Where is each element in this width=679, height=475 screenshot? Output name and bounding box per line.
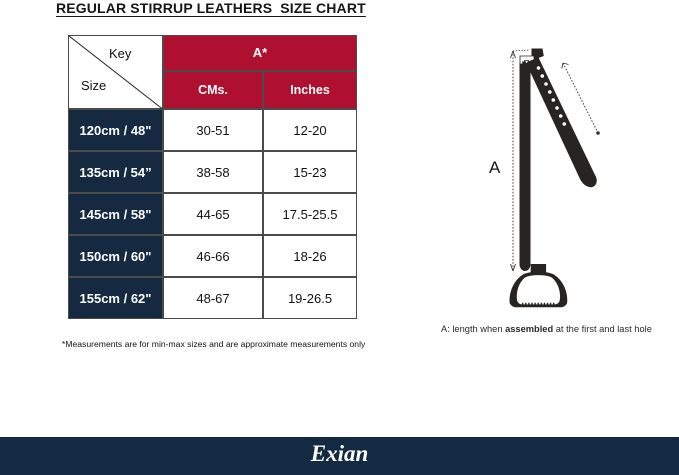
svg-text:A: A: [489, 158, 501, 177]
svg-text:A: length when assembled at th: A: length when assembled at the first an…: [441, 324, 652, 334]
